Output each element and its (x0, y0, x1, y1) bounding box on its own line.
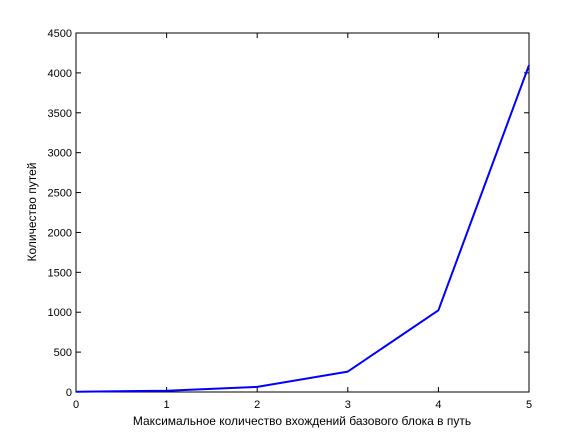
x-tick-label: 1 (164, 399, 170, 411)
y-tick-label: 1000 (48, 307, 72, 319)
x-tick-label: 0 (73, 399, 79, 411)
y-tick-label: 500 (54, 347, 72, 359)
x-tick-label: 3 (345, 399, 351, 411)
x-tick-label: 5 (526, 399, 532, 411)
y-tick-label: 3000 (48, 148, 72, 160)
y-tick-label: 0 (66, 387, 72, 399)
x-tick-label: 2 (254, 399, 260, 411)
y-tick-label: 4500 (48, 28, 72, 40)
y-tick-label: 4000 (48, 68, 72, 80)
y-tick-label: 2000 (48, 227, 72, 239)
y-tick-label: 1500 (48, 267, 72, 279)
x-tick-label: 4 (435, 399, 441, 411)
y-axis-label: Количество путей (25, 162, 39, 261)
y-tick-label: 2500 (48, 188, 72, 200)
plot-area (76, 33, 529, 392)
y-tick-label: 3500 (48, 108, 72, 120)
x-axis-label: Максимальное количество вхождений базово… (133, 414, 471, 428)
